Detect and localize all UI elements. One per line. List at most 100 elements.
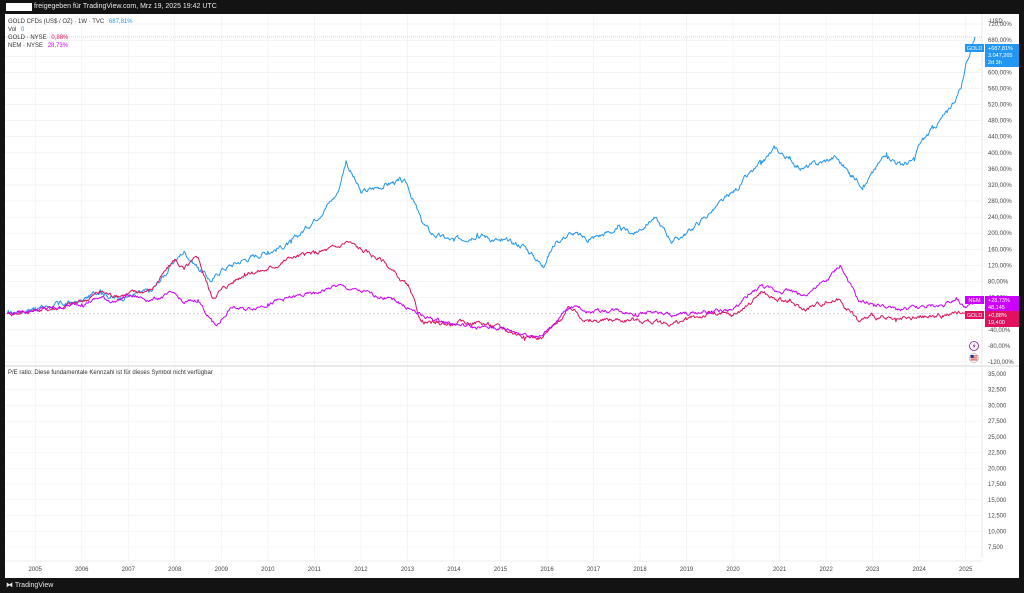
pe-axis: 35,000 32,500 30,000 27,500 25,000 22,500 20,0… <box>988 372 1007 551</box>
badge-value-text: +687,81% <box>988 46 1013 52</box>
pe-tick-label: 22,500 <box>988 451 1007 457</box>
price-tick-label: 400,00% <box>988 151 1012 157</box>
series-line[interactable] <box>6 36 976 315</box>
pe-tick-label: 12,500 <box>988 514 1007 520</box>
price-tick-label: 520,00% <box>988 103 1012 109</box>
badge-value-text: 48,145 <box>988 305 1005 311</box>
legend: GOLD CFDs (US$ / OZ) · 1W · TVC 687,81% … <box>8 19 133 49</box>
year-tick-label: 2011 <box>308 567 322 573</box>
pe-tick-label: 27,500 <box>988 419 1007 425</box>
year-tick-label: 2022 <box>819 567 833 573</box>
year-tick-label: 2005 <box>29 567 43 573</box>
redacted-publisher <box>6 3 32 11</box>
svg-text:GOLD CFDs (US$ / OZ) · 1W · TV: GOLD CFDs (US$ / OZ) · 1W · TVC 687,81% <box>8 19 133 25</box>
year-tick-label: 2013 <box>401 567 415 573</box>
price-tick-label: 360,00% <box>988 167 1012 173</box>
time-axis: 2005 2006 2007 2008 2009 2010 2011 2012 2013 2014… <box>29 567 973 573</box>
badge-symbol: NEM <box>968 298 981 304</box>
price-tick-label: 320,00% <box>988 183 1012 189</box>
price-tick-label: -120,00% <box>988 360 1014 366</box>
price-axis: 720,00%680,00%640,00%600,00%560,00%520,0… <box>988 22 1014 366</box>
pe-tick-label: 25,000 <box>988 435 1007 441</box>
price-tick-label: 120,00% <box>988 263 1012 269</box>
badge-value-bg <box>985 44 1019 67</box>
year-tick-label: 2010 <box>261 567 275 573</box>
price-tick-label: 240,00% <box>988 215 1012 221</box>
price-tick-label: -80,00% <box>988 344 1011 350</box>
legend-nem-nyse-name: NEM · NYSE <box>8 43 43 49</box>
badge-value-text: 3.047,265 <box>988 53 1012 59</box>
year-tick-label: 2023 <box>866 567 880 573</box>
year-tick-label: 2024 <box>913 567 927 573</box>
svg-text:Vol 0: Vol 0 <box>8 27 25 33</box>
year-tick-label: 2008 <box>168 567 182 573</box>
pe-tick-label: 30,000 <box>988 403 1007 409</box>
pe-tick-label: 17,500 <box>988 482 1007 488</box>
series-line[interactable] <box>7 240 976 341</box>
legend-vol-name: Vol <box>8 27 16 33</box>
price-tick-label: 160,00% <box>988 247 1012 253</box>
year-tick-label: 2007 <box>122 567 136 573</box>
year-tick-label: 2015 <box>494 567 508 573</box>
price-tick-label: 80,00% <box>988 280 1009 286</box>
year-tick-label: 2016 <box>540 567 554 573</box>
price-tick-label: 200,00% <box>988 231 1012 237</box>
badge-symbol-bg <box>965 44 984 52</box>
year-tick-label: 2017 <box>587 567 601 573</box>
price-tick-label: 480,00% <box>988 119 1012 125</box>
svg-text:NEM · NYSE 28,73%: NEM · NYSE 28,73% <box>8 43 69 49</box>
year-tick-label: 2025 <box>959 567 973 573</box>
tradingview-logo[interactable]: ⧓ TradingView <box>6 580 53 591</box>
pe-tick-label: 32,500 <box>988 388 1007 394</box>
pe-tick-label: 7,500 <box>988 545 1004 551</box>
tradingview-icon: ⧓ <box>6 582 13 589</box>
pe-tick-label: 35,000 <box>988 372 1007 378</box>
us-flag-icon <box>969 353 979 363</box>
legend-nem-nyse-value: 28,73% <box>48 43 69 49</box>
year-tick-label: 2020 <box>726 567 740 573</box>
pe-grid <box>5 373 982 548</box>
year-tick-label: 2014 <box>447 567 461 573</box>
currency-label: USD <box>990 19 1003 25</box>
legend-main-value: 687,81% <box>109 19 133 25</box>
year-tick-label: 2009 <box>215 567 229 573</box>
legend-vol-value: 0 <box>21 27 25 33</box>
publisher-text: freigegeben für TradingView.com, Mrz 19,… <box>34 3 217 10</box>
legend-gold-nyse-name: GOLD · NYSE <box>8 35 47 41</box>
price-badge: NEM +28,73%48,145 <box>965 296 1019 312</box>
legend-main-name: GOLD CFDs (US$ / OZ) · 1W · TVC <box>8 19 105 25</box>
badge-symbol: GOLD <box>967 46 983 52</box>
price-tick-label: 720,00% <box>988 22 1012 28</box>
year-tick-label: 2019 <box>680 567 694 573</box>
year-tick-label: 2018 <box>633 567 647 573</box>
legend-gold-nyse-value: 0,88% <box>51 35 69 41</box>
year-tick-label: 2021 <box>773 567 787 573</box>
series-line[interactable] <box>7 264 976 338</box>
pe-tick-label: 20,000 <box>988 466 1007 472</box>
tradingview-logo-text: TradingView <box>14 582 54 589</box>
price-tick-label: 280,00% <box>988 199 1012 205</box>
pe-tick-label: 15,000 <box>988 498 1007 504</box>
top-bar: freigegeben für TradingView.com, Mrz 19,… <box>0 0 1024 14</box>
badge-value-text: 2d 3h <box>988 60 1002 66</box>
price-tick-label: 560,00% <box>988 86 1012 92</box>
badge-value-text: +28,73% <box>988 298 1010 304</box>
price-badge: GOLD +0,88%19,400 <box>965 311 1019 327</box>
price-tick-label: -40,00% <box>988 328 1011 334</box>
bottom-bar: ⧓ TradingView <box>0 578 1024 593</box>
year-tick-label: 2012 <box>354 567 368 573</box>
badge-value-bg <box>985 311 1019 327</box>
year-tick-label: 2006 <box>75 567 89 573</box>
badge-value-text: +0,88% <box>988 313 1007 319</box>
price-tick-label: 680,00% <box>988 38 1012 44</box>
grid <box>5 14 982 561</box>
pe-ratio-message: P/E ratio: Diese fundamentale Kennzahl i… <box>8 370 213 376</box>
badge-symbol-bg <box>965 311 984 319</box>
badge-symbol: GOLD <box>967 313 983 319</box>
lightning-icon[interactable] <box>969 341 979 351</box>
badge-value-text: 19,400 <box>988 320 1005 326</box>
badge-value-bg <box>985 296 1019 312</box>
